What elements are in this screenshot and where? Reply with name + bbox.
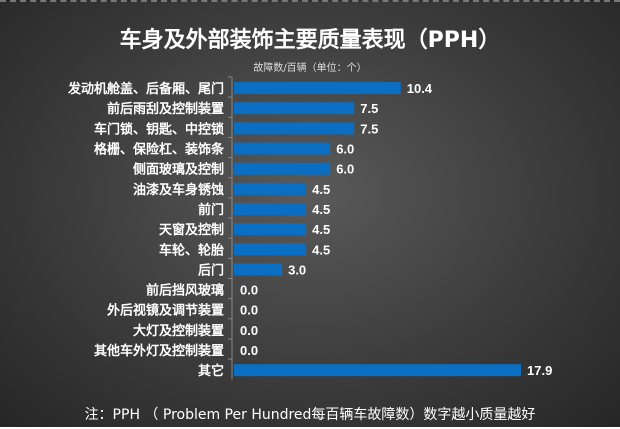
value-label: 0.0 xyxy=(240,343,258,358)
bar xyxy=(234,122,355,135)
value-label: 4.5 xyxy=(312,202,330,217)
value-label: 4.5 xyxy=(312,182,330,197)
category-label: 车轮、轮胎 xyxy=(159,242,224,258)
bar xyxy=(234,364,521,377)
value-label: 0.0 xyxy=(240,283,258,298)
bar xyxy=(234,102,355,115)
value-label: 3.0 xyxy=(288,262,306,277)
chart-title: 车身及外部装饰主要质量表现（PPH） xyxy=(119,28,501,53)
category-label: 外后视镜及调节装置 xyxy=(106,303,224,319)
category-label: 发动机舱盖、后备厢、尾门 xyxy=(67,81,224,97)
category-label: 天窗及控制 xyxy=(159,222,224,238)
category-label: 侧面玻璃及控制 xyxy=(133,162,224,178)
value-label: 6.0 xyxy=(336,162,354,177)
category-label: 前门 xyxy=(198,202,224,218)
bar xyxy=(234,82,401,95)
value-label: 7.5 xyxy=(360,121,378,136)
value-label: 0.0 xyxy=(240,323,258,338)
category-label: 其他车外灯及控制装置 xyxy=(94,343,224,359)
bar xyxy=(234,162,331,175)
bar xyxy=(234,202,307,215)
category-label: 前后雨刮及控制装置 xyxy=(107,101,224,117)
bar xyxy=(234,243,307,256)
value-label: 0.0 xyxy=(240,303,258,318)
unit-label: 故障数/百辆（单位：个） xyxy=(253,63,367,74)
bar xyxy=(234,263,283,276)
category-label: 格栅、保险杠、装饰条 xyxy=(94,142,225,158)
bar xyxy=(234,223,307,236)
value-label: 4.5 xyxy=(312,242,330,257)
value-label: 17.9 xyxy=(527,363,552,378)
bar xyxy=(234,142,331,155)
category-label: 前后挡风玻璃 xyxy=(146,283,224,299)
chart-note: 注：PPH （ Problem Per Hundred每百辆车故障数）数字越小质… xyxy=(84,407,536,423)
bar xyxy=(234,182,307,195)
category-label: 其它 xyxy=(198,363,224,379)
category-label: 车门锁、钥匙、中控锁 xyxy=(94,121,224,137)
category-label: 后门 xyxy=(198,262,224,278)
value-label: 10.4 xyxy=(407,81,433,96)
category-label: 油漆及车身锈蚀 xyxy=(133,182,224,198)
value-label: 7.5 xyxy=(360,101,378,116)
value-label: 4.5 xyxy=(312,222,330,237)
category-label: 大灯及控制装置 xyxy=(133,323,224,339)
value-label: 6.0 xyxy=(336,142,354,157)
